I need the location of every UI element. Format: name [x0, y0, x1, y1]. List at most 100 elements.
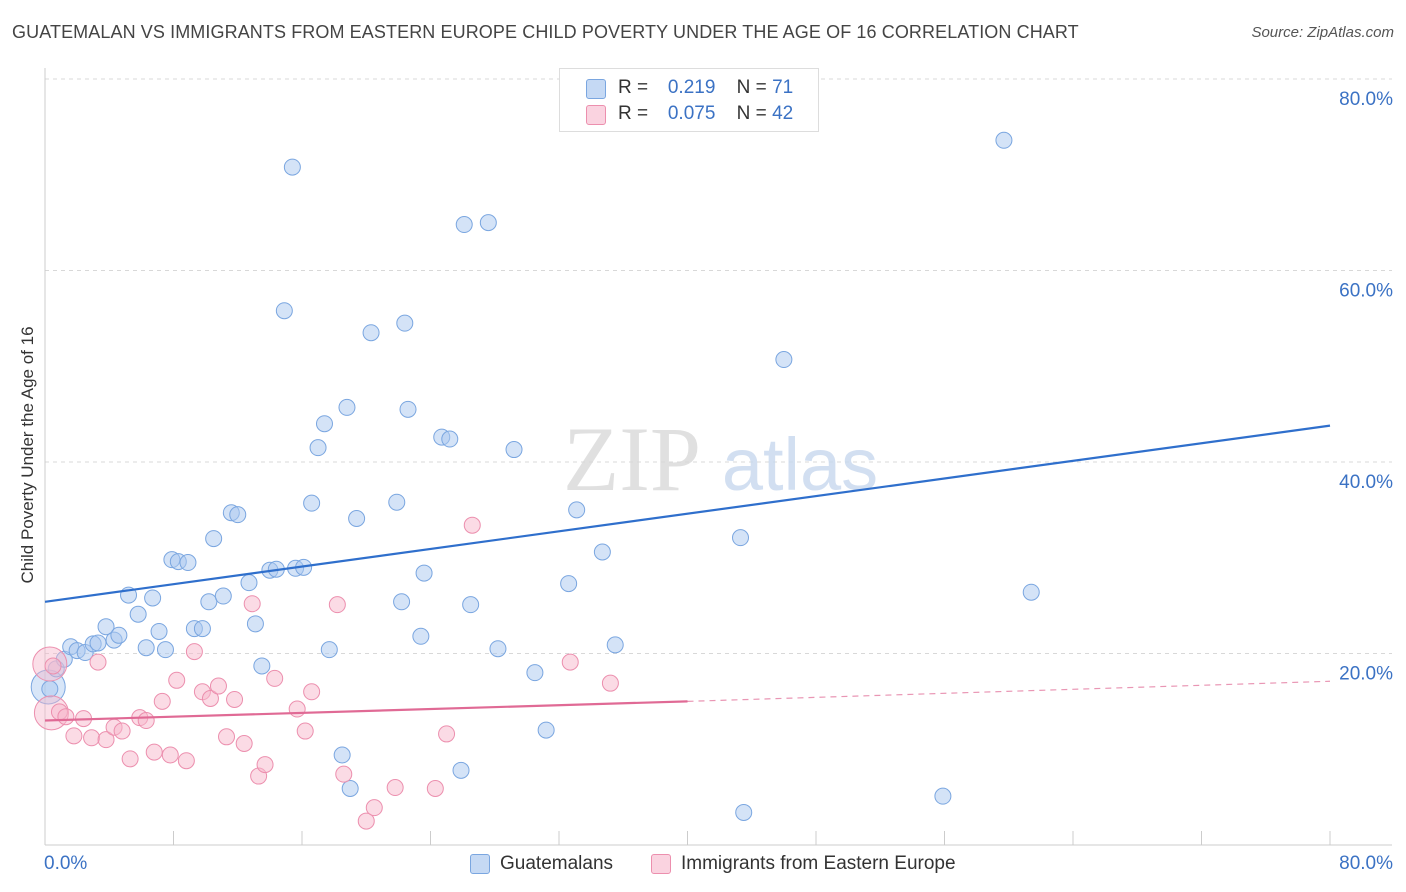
- point-guatemalans: [537, 721, 555, 739]
- point-eastern-europe: [161, 746, 179, 764]
- point-guatemalans: [129, 605, 147, 623]
- point-guatemalans: [341, 780, 359, 798]
- point-guatemalans: [568, 501, 586, 519]
- legend-swatch-eastern-europe: [586, 105, 606, 125]
- point-guatemalans: [97, 618, 115, 636]
- point-eastern-europe: [357, 812, 375, 830]
- point-eastern-europe: [243, 595, 261, 613]
- point-guatemalans: [441, 430, 459, 448]
- point-guatemalans: [479, 214, 497, 232]
- point-eastern-europe: [438, 725, 456, 743]
- point-guatemalans: [362, 324, 380, 342]
- legend-swatch-guatemalans: [586, 79, 606, 99]
- point-eastern-europe: [601, 674, 619, 692]
- legend-n-value: 71: [772, 77, 794, 98]
- point-eastern-europe: [97, 731, 115, 749]
- point-guatemalans: [156, 641, 174, 659]
- point-guatemalans: [455, 216, 473, 234]
- point-guatemalans: [593, 543, 611, 561]
- legend-n-label: N =: [736, 103, 767, 124]
- point-guatemalans: [388, 493, 406, 511]
- point-eastern-europe: [89, 653, 107, 671]
- trend-line-eastern-europe: [44, 700, 688, 722]
- point-eastern-europe: [256, 756, 274, 774]
- point-guatemalans: [193, 620, 211, 638]
- point-guatemalans: [137, 639, 155, 657]
- legend-label-guatemalans: Guatemalans: [500, 853, 614, 874]
- watermark-atlas: atlas: [722, 423, 878, 506]
- point-eastern-europe: [113, 722, 131, 740]
- point-eastern-europe: [177, 752, 195, 770]
- point-guatemalans: [41, 680, 59, 698]
- correlation-legend: R = 0.219 N = 71 R = 0.075 N = 42: [559, 68, 819, 132]
- y-tick-label: 40.0%: [1339, 472, 1393, 493]
- legend-r-value: 0.219: [667, 77, 716, 98]
- point-guatemalans: [452, 761, 470, 779]
- point-guatemalans: [1022, 583, 1040, 601]
- point-guatemalans: [393, 593, 411, 611]
- axes: [44, 68, 1392, 846]
- chart-title: GUATEMALAN VS IMMIGRANTS FROM EASTERN EU…: [12, 22, 1079, 42]
- trend-lines: [44, 424, 1331, 722]
- point-eastern-europe: [365, 799, 383, 817]
- point-eastern-europe: [296, 722, 314, 740]
- point-eastern-europe: [83, 729, 101, 747]
- chart-source: Source: ZipAtlas.com: [1251, 24, 1394, 41]
- point-guatemalans: [200, 593, 218, 611]
- point-guatemalans: [309, 439, 327, 457]
- point-guatemalans: [399, 400, 417, 418]
- point-guatemalans: [205, 530, 223, 548]
- point-guatemalans: [144, 589, 162, 607]
- point-guatemalans: [283, 158, 301, 176]
- point-guatemalans: [735, 803, 753, 821]
- point-eastern-europe: [235, 735, 253, 753]
- point-guatemalans: [320, 641, 338, 659]
- y-tick-label: 60.0%: [1339, 281, 1393, 302]
- point-eastern-europe: [137, 712, 155, 730]
- legend-swatch-guatemalans: [470, 854, 490, 874]
- grid-lines: [45, 78, 1392, 654]
- point-guatemalans: [315, 415, 333, 433]
- y-axis-label: Child Poverty Under the Age of 16: [18, 326, 37, 584]
- point-eastern-europe: [145, 743, 163, 761]
- legend-swatch-eastern-europe: [651, 854, 671, 874]
- point-guatemalans: [89, 634, 107, 652]
- point-guatemalans: [348, 509, 366, 527]
- y-tick-label: 20.0%: [1339, 664, 1393, 685]
- y-tick-label: 80.0%: [1339, 89, 1393, 110]
- point-guatemalans: [732, 529, 750, 547]
- point-guatemalans: [462, 596, 480, 614]
- point-guatemalans: [560, 575, 578, 593]
- trend-line-guatemalans: [44, 424, 1331, 603]
- point-guatemalans: [412, 627, 430, 645]
- point-eastern-europe: [168, 671, 186, 689]
- point-guatemalans: [275, 302, 293, 320]
- point-guatemalans: [526, 664, 544, 682]
- legend-r-label: R =: [618, 103, 649, 124]
- trend-line-dashed-eastern-europe: [687, 680, 1331, 702]
- point-eastern-europe: [65, 727, 83, 745]
- point-guatemalans: [229, 506, 247, 524]
- point-guatemalans: [415, 564, 433, 582]
- point-eastern-europe: [561, 653, 579, 671]
- point-eastern-europe: [121, 750, 139, 768]
- point-guatemalans: [333, 746, 351, 764]
- point-eastern-europe: [288, 700, 306, 718]
- legend-label-eastern-europe: Immigrants from Eastern Europe: [681, 853, 956, 874]
- point-guatemalans: [606, 636, 624, 654]
- point-guatemalans: [934, 787, 952, 805]
- point-guatemalans: [179, 554, 197, 572]
- point-eastern-europe: [266, 669, 284, 687]
- point-guatemalans: [240, 574, 258, 592]
- point-eastern-europe: [463, 516, 481, 534]
- point-eastern-europe: [57, 708, 75, 726]
- point-eastern-europe: [226, 690, 244, 708]
- point-guatemalans: [338, 398, 356, 416]
- point-guatemalans: [110, 626, 128, 644]
- legend-r-label: R =: [618, 77, 649, 98]
- point-guatemalans: [489, 640, 507, 658]
- watermark-zip: ZIP: [563, 408, 701, 510]
- point-eastern-europe: [335, 765, 353, 783]
- point-guatemalans: [246, 615, 264, 633]
